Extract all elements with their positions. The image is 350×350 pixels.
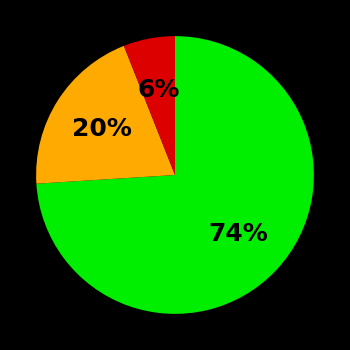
Text: 74%: 74% [208,222,268,246]
Text: 20%: 20% [72,117,132,141]
Wedge shape [36,46,175,184]
Wedge shape [124,36,175,175]
Text: 6%: 6% [138,78,180,103]
Wedge shape [36,36,314,314]
